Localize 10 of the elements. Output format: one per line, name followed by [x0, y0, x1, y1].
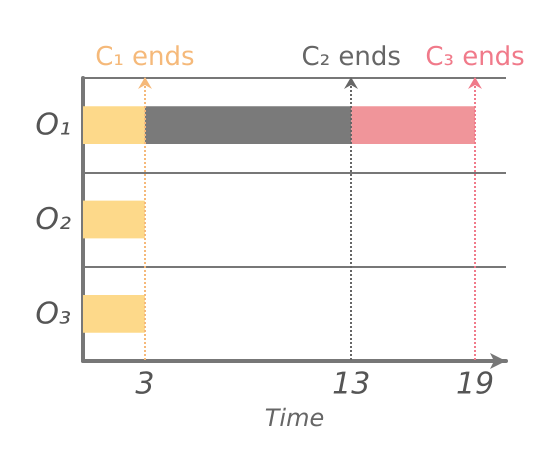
y-tick-label: O₂ [35, 202, 71, 237]
ref-line-label: C₁ ends [95, 42, 195, 72]
ref-line-label: C₃ ends [425, 42, 525, 72]
y-tick-label: O₃ [35, 296, 71, 332]
x-axis-title: Time [264, 404, 324, 432]
y-tick-label: O₁ [35, 108, 71, 143]
ref-line-label: C₂ ends [302, 42, 401, 72]
x-tick-label: 13 [332, 366, 370, 402]
x-tick-label: 19 [456, 366, 494, 402]
x-tick-label: 3 [135, 366, 154, 402]
